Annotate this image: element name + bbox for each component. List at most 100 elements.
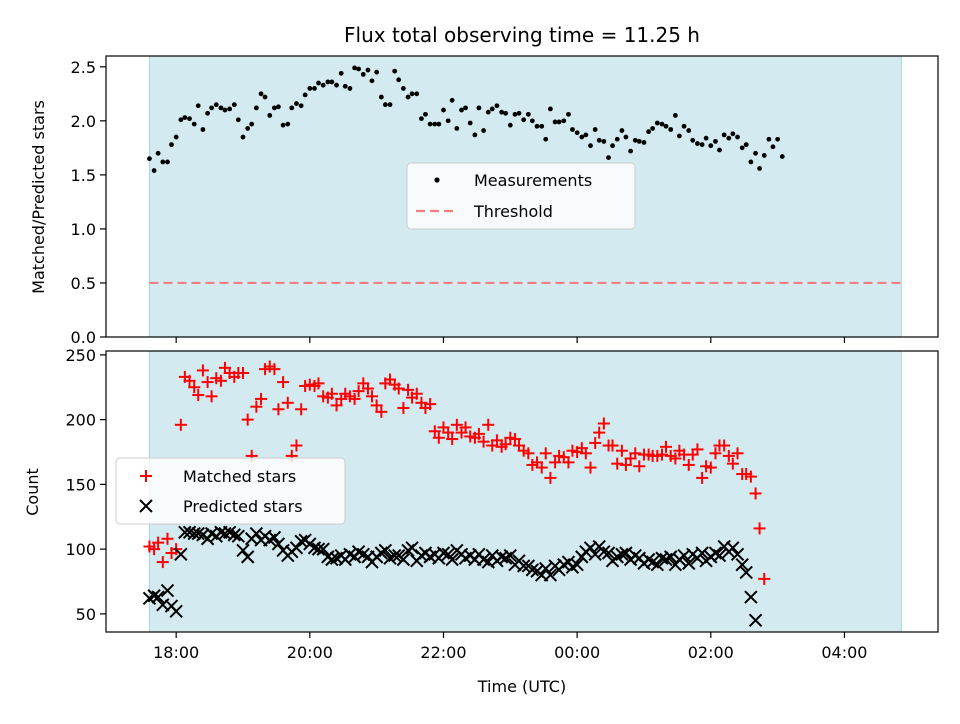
measurement-point (721, 132, 727, 138)
predicted-star-point (695, 546, 709, 560)
matched-star-point (606, 439, 619, 452)
measurement-point (713, 138, 718, 144)
matched-star-point (696, 471, 709, 484)
measurement-point (320, 82, 326, 88)
predicted-star-point (445, 552, 459, 567)
bottom-y-tick-label: 200 (65, 411, 96, 430)
measurement-point (160, 159, 166, 165)
measurement-point (596, 137, 602, 143)
predicted-star-point (191, 526, 205, 541)
measurement-point (173, 134, 179, 140)
predicted-star-point (650, 557, 665, 572)
measurement-point (191, 121, 197, 127)
matched-star-point (450, 418, 463, 431)
x-tick-label: 22:00 (420, 643, 466, 662)
measurement-point (494, 103, 500, 109)
matched-star-point (459, 421, 472, 434)
matched-star-point (718, 439, 731, 452)
matched-star-point (629, 447, 642, 460)
predicted-star-point (169, 604, 183, 618)
bottom-y-tick-label: 100 (65, 540, 96, 559)
measurement-point (579, 134, 585, 140)
predicted-star-point (516, 559, 531, 573)
measurement-point (512, 111, 518, 117)
bottom-y-tick-label: 250 (65, 346, 96, 365)
matched-star-point (544, 471, 557, 484)
matched-star-point (660, 440, 673, 453)
measurement-point (699, 142, 705, 148)
legend-measurements-label: Measurements (474, 171, 592, 190)
measurement-point (356, 66, 362, 72)
bottom-y-axis: 50 100 150 200 250 (65, 346, 106, 624)
measurement-point (222, 107, 228, 113)
predicted-star-point (735, 557, 749, 572)
predicted-star-point (151, 590, 165, 604)
measurement-point (329, 79, 335, 85)
measurement-point (347, 86, 353, 91)
measurement-point (543, 136, 549, 142)
measurement-point (632, 137, 638, 143)
measurement-point (695, 141, 700, 146)
predicted-star-point (730, 547, 745, 562)
measurement-point (249, 121, 255, 127)
matched-star-point (731, 447, 744, 460)
bottom-legend: Matched stars Predicted stars (115, 457, 346, 525)
measurement-point (663, 123, 669, 129)
measurement-point (352, 65, 357, 71)
x-tick-label: 00:00 (554, 643, 600, 662)
x-tick-label: 04:00 (821, 643, 867, 662)
measurement-point (672, 113, 678, 118)
matched-star-point (402, 383, 415, 396)
matched-star-point (446, 433, 459, 446)
measurement-point (525, 111, 531, 117)
measurement-point (267, 113, 273, 118)
matched-star-point (295, 403, 308, 416)
predicted-star-point (744, 590, 758, 604)
measurement-point (387, 102, 393, 108)
predicted-star-point (160, 583, 175, 598)
measurement-point (489, 106, 495, 112)
matched-star-point (539, 447, 552, 460)
bottom-y-axis-label: Count (23, 468, 42, 516)
measurement-point (449, 97, 455, 103)
matched-star-point (201, 376, 214, 389)
matched-star-point (312, 377, 325, 390)
measurement-point (503, 110, 509, 116)
measurements-series (147, 65, 785, 173)
measurement-point (646, 129, 652, 135)
measurement-point (735, 134, 740, 140)
matched-star-point (152, 536, 165, 549)
matched-star-point (549, 456, 562, 469)
matched-star-point (375, 405, 388, 418)
predicted-star-point (174, 547, 188, 562)
top-plot-frame (105, 55, 939, 338)
measurement-point (601, 138, 607, 144)
measurement-point (552, 119, 558, 125)
matched-star-point (758, 572, 771, 585)
matched-star-point (682, 458, 695, 471)
x-tick-label: 20:00 (287, 643, 333, 662)
chart-title: Flux total observing time = 11.25 h (344, 23, 700, 47)
measurement-point (342, 83, 348, 89)
measurement-point (779, 154, 785, 159)
matched-star-point (482, 418, 495, 431)
measurement-point (209, 105, 214, 111)
matched-star-point (744, 470, 757, 483)
matched-star-point (392, 382, 405, 395)
top-panel: 0.0 0.5 1.0 1.5 2.0 2.5 Matched/Predicted sta… (29, 55, 939, 347)
measurement-point (445, 118, 451, 124)
predicted-star-point (601, 546, 616, 560)
predicted-star-point (227, 528, 242, 542)
matched-star-point (691, 443, 704, 456)
measurement-point (570, 127, 575, 132)
measurement-point (338, 70, 344, 76)
predicted-star-point (588, 547, 602, 562)
top-legend: Measurements Threshold (406, 162, 636, 230)
measurement-point (739, 145, 745, 151)
predicted-star-point (436, 546, 451, 560)
top-y-tick-label: 2.0 (71, 112, 96, 131)
measurement-point (529, 118, 535, 124)
measurement-point (654, 120, 660, 126)
measurement-point (240, 134, 246, 140)
